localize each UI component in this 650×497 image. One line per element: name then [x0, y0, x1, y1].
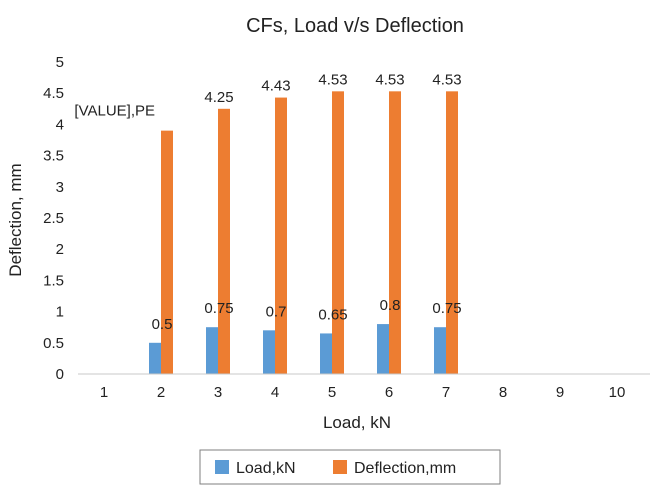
- data-label-deflection: 4.53: [318, 71, 347, 88]
- x-tick-label: 1: [100, 384, 108, 401]
- y-tick-label: 0: [56, 366, 64, 383]
- bar-load: [149, 342, 161, 374]
- data-label-load: 0.8: [380, 297, 401, 314]
- bar-load: [263, 330, 275, 374]
- data-labels: 0.5 0.75 0.7 0.65 0.8 0.75 [VALUE],PE 4.25 4.43 4…: [74, 71, 461, 332]
- y-tick-label: 1: [56, 304, 64, 321]
- legend-swatch-deflection: [333, 460, 347, 474]
- bar-load: [434, 327, 446, 374]
- x-tick-label: 6: [385, 384, 393, 401]
- chart-title: CFs, Load v/s Deflection: [246, 15, 464, 37]
- bar-deflection: [275, 97, 287, 375]
- data-label-deflection: 4.43: [261, 78, 290, 95]
- bar-load: [320, 333, 332, 374]
- y-tick-label: 3: [56, 179, 64, 196]
- data-label-load: 0.75: [204, 300, 233, 317]
- y-axis-ticks: 0 0.5 1 1.5 2 2.5 3 3.5 4 4.5 5: [43, 54, 64, 383]
- y-tick-label: 3.5: [43, 148, 64, 165]
- x-tick-label: 4: [271, 384, 279, 401]
- x-tick-label: 5: [328, 384, 336, 401]
- data-label-load: 0.7: [266, 303, 287, 320]
- legend-label-load: Load,kN: [236, 460, 296, 477]
- x-axis-ticks: 1 2 3 4 5 6 7 8 9 10: [100, 384, 626, 401]
- bars: [149, 91, 458, 375]
- x-axis-label: Load, kN: [323, 413, 391, 432]
- y-tick-label: 4: [56, 116, 64, 133]
- y-tick-label: 1.5: [43, 272, 64, 289]
- x-tick-label: 9: [556, 384, 564, 401]
- y-tick-label: 4.5: [43, 85, 64, 102]
- x-tick-label: 2: [157, 384, 165, 401]
- y-tick-label: 0.5: [43, 335, 64, 352]
- data-label-load: 0.65: [318, 306, 347, 323]
- legend-label-deflection: Deflection,mm: [354, 460, 456, 477]
- x-tick-label: 10: [609, 384, 626, 401]
- x-tick-label: 7: [442, 384, 450, 401]
- data-label-deflection: [VALUE],PE: [74, 103, 155, 120]
- bar-load: [377, 324, 389, 374]
- legend-box: [199, 449, 501, 485]
- bar-deflection: [161, 130, 173, 374]
- y-tick-label: 2: [56, 241, 64, 258]
- x-tick-label: 8: [499, 384, 507, 401]
- bar-deflection: [218, 108, 230, 375]
- data-label-deflection: 4.25: [204, 89, 233, 106]
- data-label-deflection: 4.53: [432, 71, 461, 88]
- y-axis-label: Deflection, mm: [6, 163, 25, 276]
- data-label-deflection: 4.53: [375, 71, 404, 88]
- x-tick-label: 3: [214, 384, 222, 401]
- data-label-load: 0.5: [152, 316, 173, 333]
- bar-deflection: [446, 91, 458, 374]
- bar-load: [206, 327, 218, 374]
- y-tick-label: 2.5: [43, 210, 64, 227]
- legend-swatch-load: [215, 460, 229, 474]
- data-label-load: 0.75: [432, 300, 461, 317]
- bar-deflection: [389, 91, 401, 374]
- y-tick-label: 5: [56, 54, 64, 71]
- bar-deflection: [332, 91, 344, 374]
